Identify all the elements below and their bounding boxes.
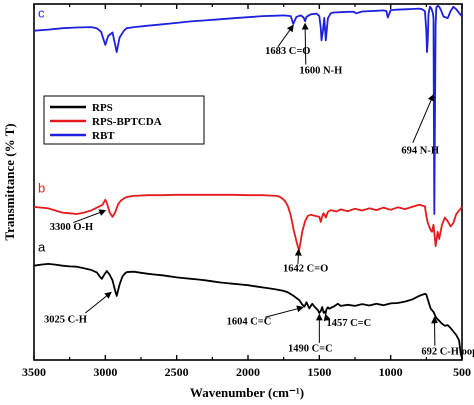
annotation-label: 1490 C=C bbox=[288, 343, 333, 354]
annotation-arrow bbox=[73, 209, 107, 224]
panel-label-c: c bbox=[38, 6, 45, 21]
panel-label-a: a bbox=[38, 239, 46, 254]
series-line-rbt bbox=[33, 4, 463, 215]
legend-label: RPS-BPTCDA bbox=[92, 116, 162, 128]
annotation-label: 1457 C=C bbox=[326, 318, 371, 329]
annotation-label: 1683 C=O bbox=[265, 46, 310, 57]
x-tick-label: 1000 bbox=[379, 365, 403, 379]
annotation-layer: 1683 C=O 1600 N-H 694 N-H 3300 O-H 1642 C=O 3… bbox=[44, 22, 474, 358]
series-layer: c b a bbox=[33, 4, 463, 359]
x-axis-title: Wavenumber (cm⁻¹) bbox=[190, 385, 304, 400]
annotation-arrow bbox=[301, 22, 309, 65]
annotation-label: 3300 O-H bbox=[50, 222, 93, 233]
legend-label: RBT bbox=[92, 130, 115, 142]
series-line-rps-bptcda bbox=[33, 193, 463, 252]
series-line-rps bbox=[33, 263, 463, 359]
annotation-arrow bbox=[412, 93, 435, 144]
x-tick-label: 500 bbox=[453, 365, 471, 379]
x-tick-label: 3000 bbox=[93, 365, 117, 379]
x-tick-label: 3500 bbox=[22, 365, 46, 379]
annotation-label: 3025 C-H bbox=[44, 315, 87, 326]
panel-label-b: b bbox=[38, 181, 45, 196]
annotation-label: 1600 N-H bbox=[299, 65, 342, 76]
annotation-arrow bbox=[323, 313, 331, 322]
annotation-label: 692 C-H oop bbox=[421, 347, 474, 358]
axes-layer: Wavenumber (cm⁻¹) Transmittance (% T) 35… bbox=[2, 4, 471, 400]
legend: RPS RPS-BPTCDA RBT bbox=[43, 95, 205, 145]
x-tick-label: 2000 bbox=[236, 365, 260, 379]
annotation-arrow bbox=[294, 248, 302, 264]
annotation-arrow bbox=[85, 291, 112, 314]
x-tick-label: 2500 bbox=[165, 365, 189, 379]
annotation-label: 1642 C=O bbox=[283, 264, 328, 275]
annotation-label: 694 N-H bbox=[401, 146, 439, 157]
x-tick-label: 1500 bbox=[307, 365, 331, 379]
legend-label: RPS bbox=[92, 102, 113, 114]
annotation-arrow bbox=[264, 305, 304, 318]
y-axis-title: Transmittance (% T) bbox=[2, 123, 17, 240]
annotation-label: 1604 C=C bbox=[227, 316, 272, 327]
annotation-arrow bbox=[277, 24, 294, 48]
